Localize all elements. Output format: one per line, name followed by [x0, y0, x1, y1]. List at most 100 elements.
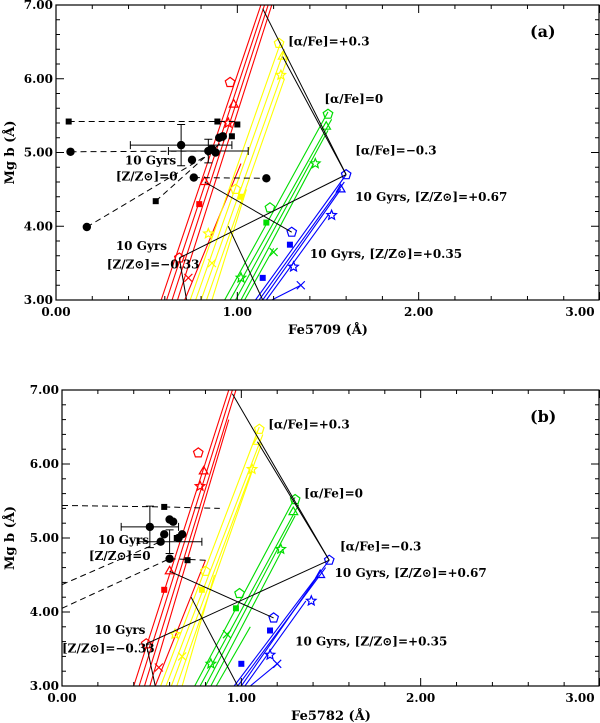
model-grid-line	[282, 56, 347, 175]
data-connector-line	[155, 137, 227, 202]
data-point	[218, 132, 228, 141]
x-tick-label: 1.00	[223, 305, 252, 319]
model-marker	[183, 273, 193, 283]
model-marker	[154, 663, 164, 672]
model-grid-line	[178, 257, 188, 300]
y-tick-label: 4.00	[24, 219, 53, 233]
y-axis-label: Mg b (Å)	[2, 506, 18, 570]
y-tick-label: 5.00	[30, 531, 59, 545]
annotation-label: [α/Fe]=0	[304, 486, 363, 500]
model-track	[229, 119, 333, 300]
annotation-label: [Z/Z⊙]=−0.33	[62, 642, 155, 656]
y-tick-label: 5.00	[24, 146, 53, 160]
annotation-label: 10 Gyrs, [Z/Z⊙]=+0.35	[295, 634, 447, 648]
model-marker	[263, 219, 270, 226]
data-point	[156, 537, 165, 546]
annotation-label: 10 Gyrs	[116, 239, 167, 253]
model-track	[154, 559, 206, 686]
y-tick-label: 4.00	[30, 605, 59, 619]
data-connector-line	[62, 558, 170, 609]
data-point	[189, 173, 199, 182]
model-grid-line	[190, 596, 239, 686]
y-axis-label: Mg b (Å)	[2, 120, 18, 184]
annotation-label: [α/Fe]=−0.3	[340, 540, 421, 554]
model-grid-line	[145, 643, 156, 686]
model-track	[211, 189, 247, 300]
model-marker	[224, 76, 236, 88]
data-point	[234, 121, 241, 128]
model-marker	[196, 201, 203, 208]
annotation-label: 10 Gyrs, [Z/Z⊙]=+0.67	[335, 566, 487, 580]
data-point	[187, 155, 197, 165]
panel-label: (a)	[530, 22, 556, 41]
data-point	[168, 517, 178, 526]
model-marker	[230, 183, 242, 194]
model-grid-line	[169, 570, 274, 619]
model-track	[262, 189, 342, 300]
model-marker	[228, 98, 240, 108]
model-grid-line	[227, 226, 264, 300]
data-point	[65, 118, 72, 125]
data-point	[152, 198, 159, 205]
y-tick-label: 3.00	[24, 293, 53, 307]
model-marker	[198, 586, 205, 593]
model-track	[189, 41, 282, 300]
model-track	[204, 515, 296, 686]
model-track	[149, 419, 230, 686]
annotation-label: 10 Gyrs	[98, 533, 149, 547]
model-track	[143, 390, 237, 686]
model-track	[181, 574, 215, 686]
model-marker	[161, 586, 168, 593]
model-marker	[207, 258, 217, 268]
model-grid-line	[231, 393, 330, 561]
model-grid-line	[179, 174, 347, 259]
model-marker	[305, 594, 318, 607]
model-marker	[335, 183, 347, 193]
model-track	[176, 471, 253, 686]
model-track	[271, 284, 302, 300]
annotation-label: 10 Gyrs	[125, 153, 176, 167]
model-marker	[277, 50, 289, 60]
model-marker	[238, 660, 245, 667]
model-marker	[237, 193, 244, 200]
y-tick-label: 6.00	[24, 72, 53, 86]
x-tick-label: 3.00	[565, 691, 594, 705]
model-track	[210, 548, 284, 686]
model-marker	[325, 208, 338, 221]
model-track	[176, 5, 273, 300]
model-marker	[267, 627, 274, 634]
model-marker	[199, 565, 211, 576]
data-point	[176, 140, 186, 150]
model-marker	[164, 565, 175, 575]
plot-area	[65, 5, 352, 300]
model-track	[233, 559, 330, 686]
model-marker	[272, 659, 282, 669]
annotation-label: [α/Fe]=0	[324, 92, 383, 106]
x-tick-label: 2.00	[406, 691, 435, 705]
data-connector-line	[164, 506, 220, 509]
model-track	[165, 434, 264, 686]
y-tick-label: 7.00	[30, 383, 59, 397]
model-track	[255, 174, 347, 300]
model-grid-line	[257, 441, 330, 561]
model-track	[249, 663, 278, 686]
data-point	[160, 530, 169, 539]
model-marker	[177, 651, 187, 661]
y-tick-label: 3.00	[30, 679, 59, 693]
data-point	[177, 530, 187, 539]
model-marker	[245, 462, 259, 475]
annotation-label: [α/Fe]=−0.3	[355, 144, 436, 158]
model-marker	[234, 271, 248, 284]
data-connector-line	[86, 152, 213, 228]
model-marker	[198, 465, 210, 475]
x-tick-label: 0.00	[47, 691, 76, 705]
data-point	[184, 557, 191, 564]
model-track	[240, 574, 319, 686]
annotation-label: 10 Gyrs, [Z/Z⊙]=+0.35	[310, 247, 462, 261]
model-track	[199, 504, 300, 686]
x-tick-label: 1.00	[227, 691, 256, 705]
model-marker	[314, 568, 326, 579]
model-marker	[263, 648, 277, 661]
model-track	[235, 130, 329, 300]
